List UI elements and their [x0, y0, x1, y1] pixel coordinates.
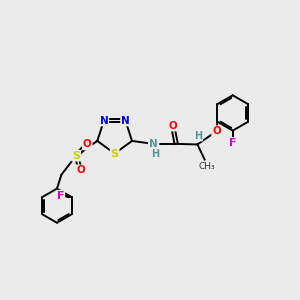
Text: H: H — [194, 130, 202, 141]
Text: O: O — [212, 126, 221, 136]
Text: CH₃: CH₃ — [199, 162, 215, 171]
Text: N: N — [121, 116, 130, 125]
Text: N: N — [149, 139, 158, 149]
Text: O: O — [76, 165, 85, 176]
Text: F: F — [57, 191, 64, 201]
Text: O: O — [83, 140, 92, 149]
Text: N: N — [100, 116, 108, 125]
Text: H: H — [151, 148, 159, 159]
Text: S: S — [111, 148, 119, 158]
Text: F: F — [229, 138, 236, 148]
Text: S: S — [72, 151, 80, 160]
Text: O: O — [168, 121, 177, 130]
